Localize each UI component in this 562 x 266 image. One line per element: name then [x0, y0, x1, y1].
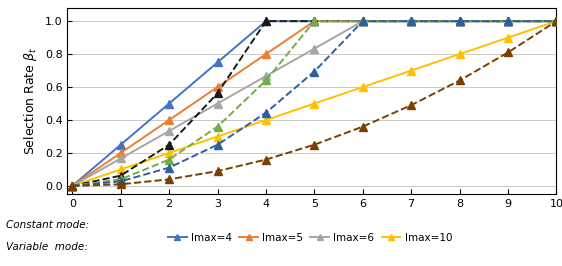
- Text: Variable  mode:: Variable mode:: [6, 242, 87, 252]
- Y-axis label: Selection Rate $\beta_t$: Selection Rate $\beta_t$: [22, 47, 39, 155]
- Text: Constant mode:: Constant mode:: [6, 220, 89, 230]
